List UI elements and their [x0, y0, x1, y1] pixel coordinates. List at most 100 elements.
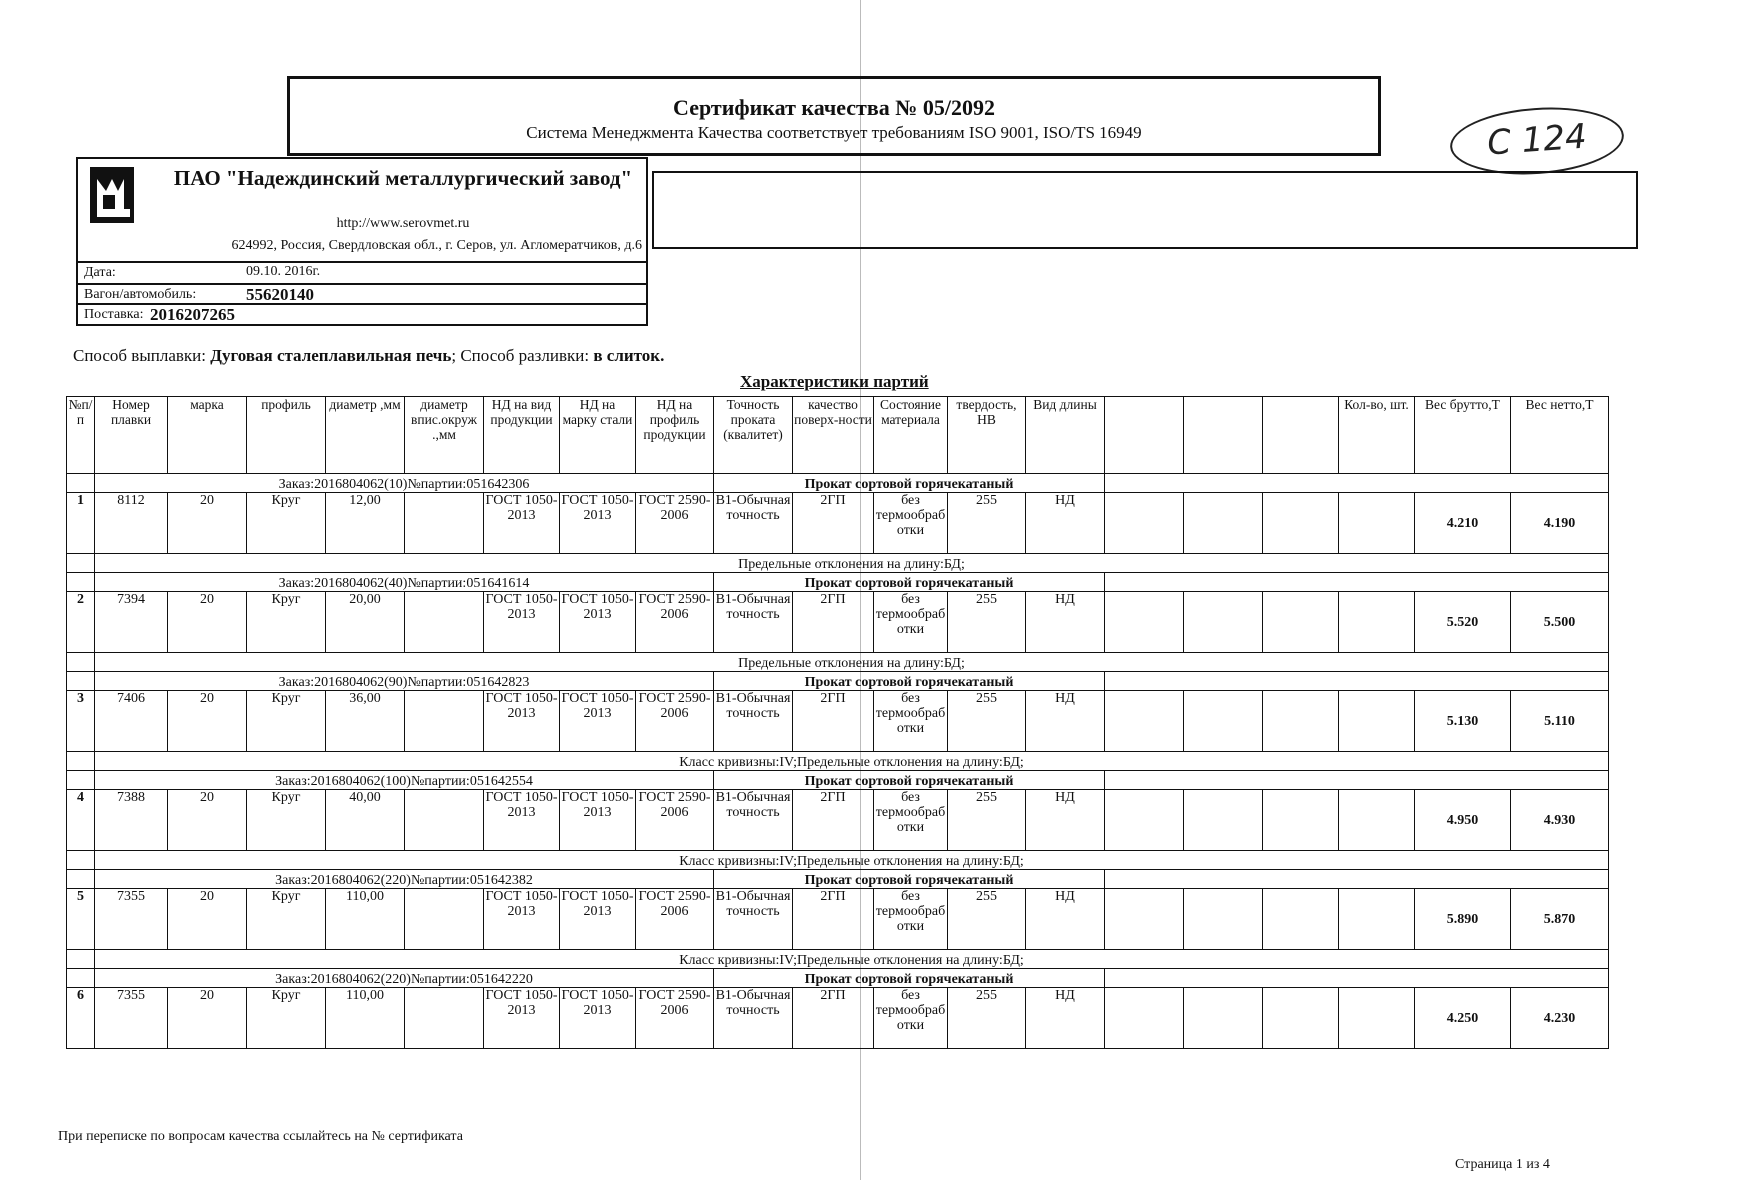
company-name: ПАО "Надеждинский металлургический завод… — [173, 166, 633, 190]
empty-cell — [1104, 671, 1609, 691]
quantity — [1338, 987, 1415, 1049]
table-row: 6 7355 20 Круг 110,00 ГОСТ 1050-2013 ГОСТ 1050… — [66, 987, 1609, 1049]
column-header — [1262, 396, 1339, 474]
empty-cell — [1104, 770, 1609, 790]
table-header-row: №п/п Номер плавки марка профиль диаметр ,мм д… — [66, 396, 1609, 474]
length-type: НД — [1025, 789, 1105, 851]
heat-number: 7355 — [94, 888, 168, 950]
column-header: Кол-во, шт. — [1338, 396, 1415, 474]
company-url: http://www.serovmet.ru — [336, 216, 470, 231]
net-weight: 5.110 — [1510, 690, 1609, 752]
column-header: №п/п — [66, 396, 95, 474]
product-type: Прокат сортовой горячекатаный — [713, 572, 1105, 592]
note-row: Предельные отклонения на длину:БД; — [66, 553, 1609, 573]
rolling-accuracy: В1-Обычная точность — [713, 987, 793, 1049]
order-row: Заказ:2016804062(220)№партии:051642220 Пр… — [66, 968, 1609, 988]
nd-grade: ГОСТ 1050-2013 — [559, 492, 636, 554]
date-row: Дата: 09.10. 2016г. — [78, 261, 646, 283]
delivery-row: Поставка: 2016207265 — [78, 303, 646, 325]
nd-grade: ГОСТ 1050-2013 — [559, 888, 636, 950]
material-state: без термообработки — [873, 492, 948, 554]
column-header: Номер плавки — [94, 396, 168, 474]
nd-grade: ГОСТ 1050-2013 — [559, 789, 636, 851]
empty-cell — [66, 751, 95, 771]
column-header: НД на марку стали — [559, 396, 636, 474]
gross-weight: 5.520 — [1414, 591, 1511, 653]
column-header: НД на вид продукции — [483, 396, 560, 474]
hardness: 255 — [947, 492, 1026, 554]
net-weight: 4.190 — [1510, 492, 1609, 554]
steel-grade: 20 — [167, 987, 247, 1049]
company-logo-icon — [90, 167, 134, 223]
order-row: Заказ:2016804062(90)№партии:051642823 Про… — [66, 671, 1609, 691]
empty-cell — [66, 473, 95, 493]
handwritten-note: С 124 — [1447, 102, 1627, 180]
quantity — [1338, 492, 1415, 554]
empty-cell — [1104, 789, 1184, 851]
quantity — [1338, 690, 1415, 752]
nd-product: ГОСТ 1050-2013 — [483, 690, 560, 752]
batch-note: Класс кривизны:IV;Предельные отклонения … — [94, 751, 1609, 771]
diameter: 12,00 — [325, 492, 405, 554]
empty-cell — [1262, 888, 1339, 950]
empty-cell — [1104, 492, 1184, 554]
rolling-accuracy: В1-Обычная точность — [713, 888, 793, 950]
nd-product: ГОСТ 1050-2013 — [483, 789, 560, 851]
empty-cell — [66, 572, 95, 592]
rolling-accuracy: В1-Обычная точность — [713, 789, 793, 851]
empty-cell — [66, 850, 95, 870]
order-row: Заказ:2016804062(100)№партии:051642554 Пр… — [66, 770, 1609, 790]
wagon-row: Вагон/автомобиль: 55620140 — [78, 283, 646, 305]
product-type: Прокат сортовой горячекатаный — [713, 869, 1105, 889]
product-type: Прокат сортовой горячекатаный — [713, 473, 1105, 493]
length-type: НД — [1025, 591, 1105, 653]
gross-weight: 4.950 — [1414, 789, 1511, 851]
note-row: Предельные отклонения на длину:БД; — [66, 652, 1609, 672]
empty-cell — [66, 770, 95, 790]
empty-cell — [66, 968, 95, 988]
table-row: 5 7355 20 Круг 110,00 ГОСТ 1050-2013 ГОСТ 1050… — [66, 888, 1609, 950]
steel-grade: 20 — [167, 690, 247, 752]
heat-number: 7406 — [94, 690, 168, 752]
empty-cell — [1104, 869, 1609, 889]
empty-cell — [1104, 473, 1609, 493]
surface-quality: 2ГП — [792, 789, 874, 851]
nd-profile: ГОСТ 2590-2006 — [635, 789, 714, 851]
quantity — [1338, 888, 1415, 950]
column-header: диаметр впис.окруж .,мм — [404, 396, 484, 474]
column-header: Состояние материала — [873, 396, 948, 474]
row-number: 1 — [66, 492, 95, 554]
note-row: Класс кривизны:IV;Предельные отклонения … — [66, 949, 1609, 969]
row-number: 2 — [66, 591, 95, 653]
hardness: 255 — [947, 888, 1026, 950]
smelting-method-line: Способ выплавки: Дуговая сталеплавильная… — [73, 346, 664, 366]
row-number: 4 — [66, 789, 95, 851]
note-row: Класс кривизны:IV;Предельные отклонения … — [66, 751, 1609, 771]
empty-cell — [1183, 888, 1263, 950]
wagon-value: 55620140 — [246, 285, 314, 304]
order-info: Заказ:2016804062(220)№партии:051642382 — [94, 869, 714, 889]
company-address: 624992, Россия, Свердловская обл., г. Се… — [231, 238, 642, 253]
empty-cell — [1183, 789, 1263, 851]
heat-number: 7394 — [94, 591, 168, 653]
profile: Круг — [246, 987, 326, 1049]
batches-table: №п/п Номер плавки марка профиль диаметр ,мм д… — [66, 396, 1609, 1049]
material-state: без термообработки — [873, 789, 948, 851]
heat-number: 7388 — [94, 789, 168, 851]
order-info: Заказ:2016804062(40)№партии:051641614 — [94, 572, 714, 592]
heat-number: 7355 — [94, 987, 168, 1049]
delivery-label: Поставка: — [84, 307, 144, 322]
rolling-accuracy: В1-Обычная точность — [713, 492, 793, 554]
quantity — [1338, 591, 1415, 653]
net-weight: 5.500 — [1510, 591, 1609, 653]
row-number: 5 — [66, 888, 95, 950]
inscribed-diameter — [404, 492, 484, 554]
empty-cell — [1104, 690, 1184, 752]
surface-quality: 2ГП — [792, 987, 874, 1049]
steel-grade: 20 — [167, 888, 247, 950]
page-number: Страница 1 из 4 — [1455, 1157, 1550, 1172]
net-weight: 4.230 — [1510, 987, 1609, 1049]
surface-quality: 2ГП — [792, 690, 874, 752]
order-row: Заказ:2016804062(40)№партии:051641614 Про… — [66, 572, 1609, 592]
column-header: твердость, НВ — [947, 396, 1026, 474]
